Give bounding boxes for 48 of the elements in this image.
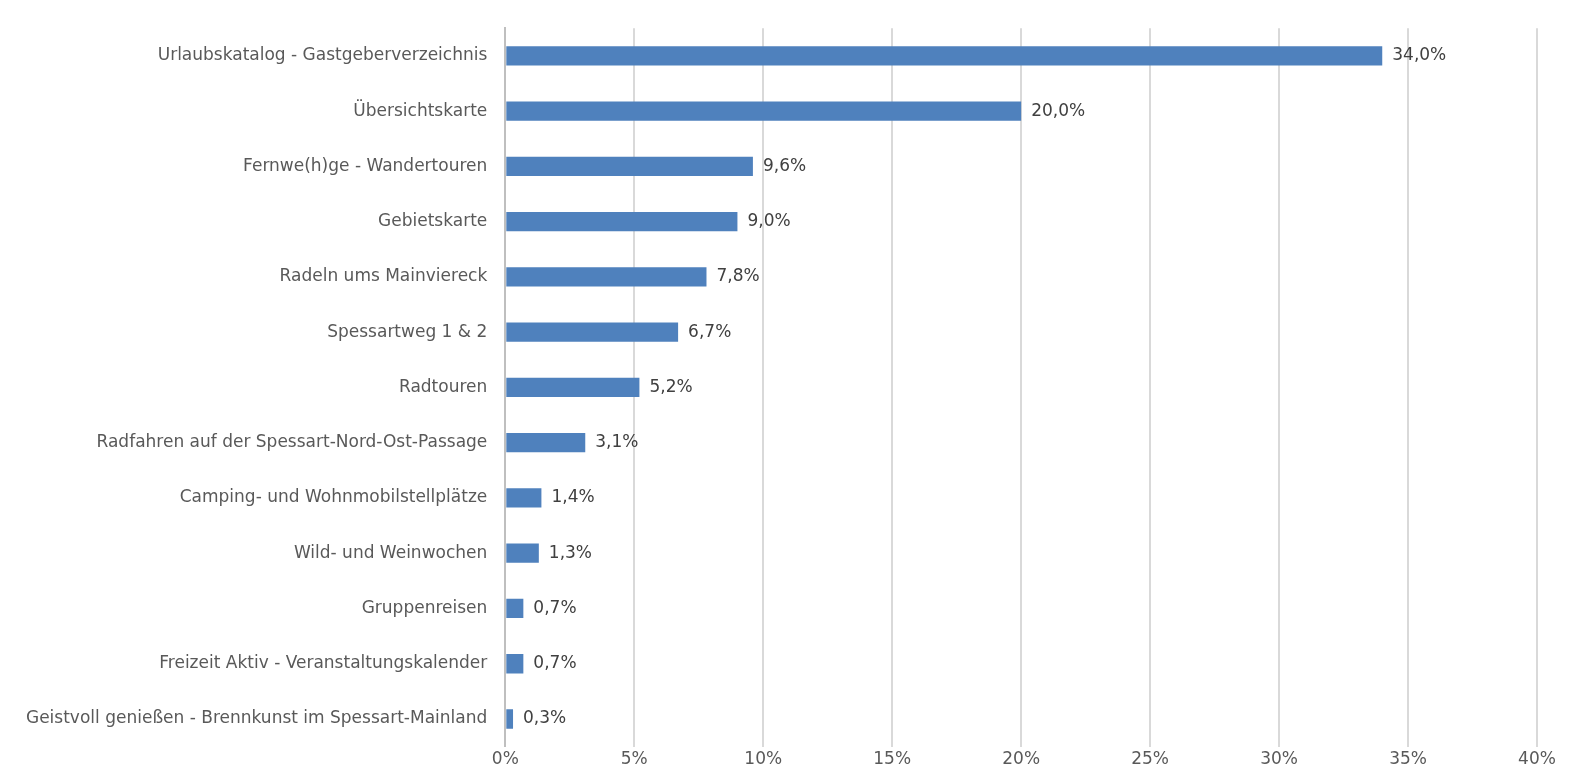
data-label: 34,0% [1392,44,1447,65]
y-tick-label: Geistvoll genießen - Brennkunst im Spessart-Mainland [25,707,488,728]
x-tick-label: 30% [1260,748,1298,769]
data-label: 20,0% [1031,99,1086,120]
bar [506,488,542,508]
bar [506,101,1022,121]
y-tick-label: Radfahren auf der Spessart-Nord-Ost-Passage [96,431,488,452]
bar [506,46,1383,66]
data-label: 3,1% [595,431,639,452]
x-tick-label: 35% [1389,748,1427,769]
data-label: 0,7% [533,652,577,673]
bar [506,377,640,398]
x-tick-label: 20% [1002,748,1041,769]
bar [506,543,539,563]
y-tick-label: Urlaubskatalog - Gastgeberverzeichnis [157,44,488,65]
bar [506,709,514,729]
x-tick-label: 25% [1131,748,1170,769]
data-label: 0,3% [523,707,567,728]
data-label: 9,6% [762,154,807,175]
y-tick-label: Spessartweg 1 & 2 [327,320,488,341]
data-label: 1,4% [551,486,595,507]
y-tick-label: Fernwe(h)ge - Wandertouren [243,154,488,175]
data-label: 5,2% [649,375,693,396]
y-tick-label: Übersichtskarte [353,98,488,120]
bar [506,322,679,342]
bar [506,432,586,453]
bar [506,156,753,177]
x-tick-label: 5% [620,748,648,769]
data-label: 6,7% [688,320,732,341]
bar [506,654,524,674]
bar [506,211,738,232]
x-tick-label: 0% [491,748,519,769]
y-tick-label: Camping- und Wohnmobilstellplätze [179,486,488,507]
x-tick-label: 15% [873,748,912,769]
data-label: 1,3% [548,541,593,562]
y-tick-label: Radeln ums Mainviereck [279,265,488,286]
y-tick-label: Radtouren [398,375,488,396]
x-tick-label: 40% [1518,748,1556,769]
data-label: 0,7% [533,596,577,617]
y-tick-label: Gebietskarte [378,210,488,231]
bar [506,598,524,619]
data-label: 9,0% [747,210,791,231]
y-tick-label: Gruppenreisen [361,596,488,617]
y-tick-label: Freizeit Aktiv - Veranstaltungskalender [159,652,488,673]
y-tick-label: Wild- und Weinwochen [293,541,488,562]
bar [506,267,707,287]
data-label: 7,8% [716,265,760,286]
x-tick-label: 10% [744,748,783,769]
